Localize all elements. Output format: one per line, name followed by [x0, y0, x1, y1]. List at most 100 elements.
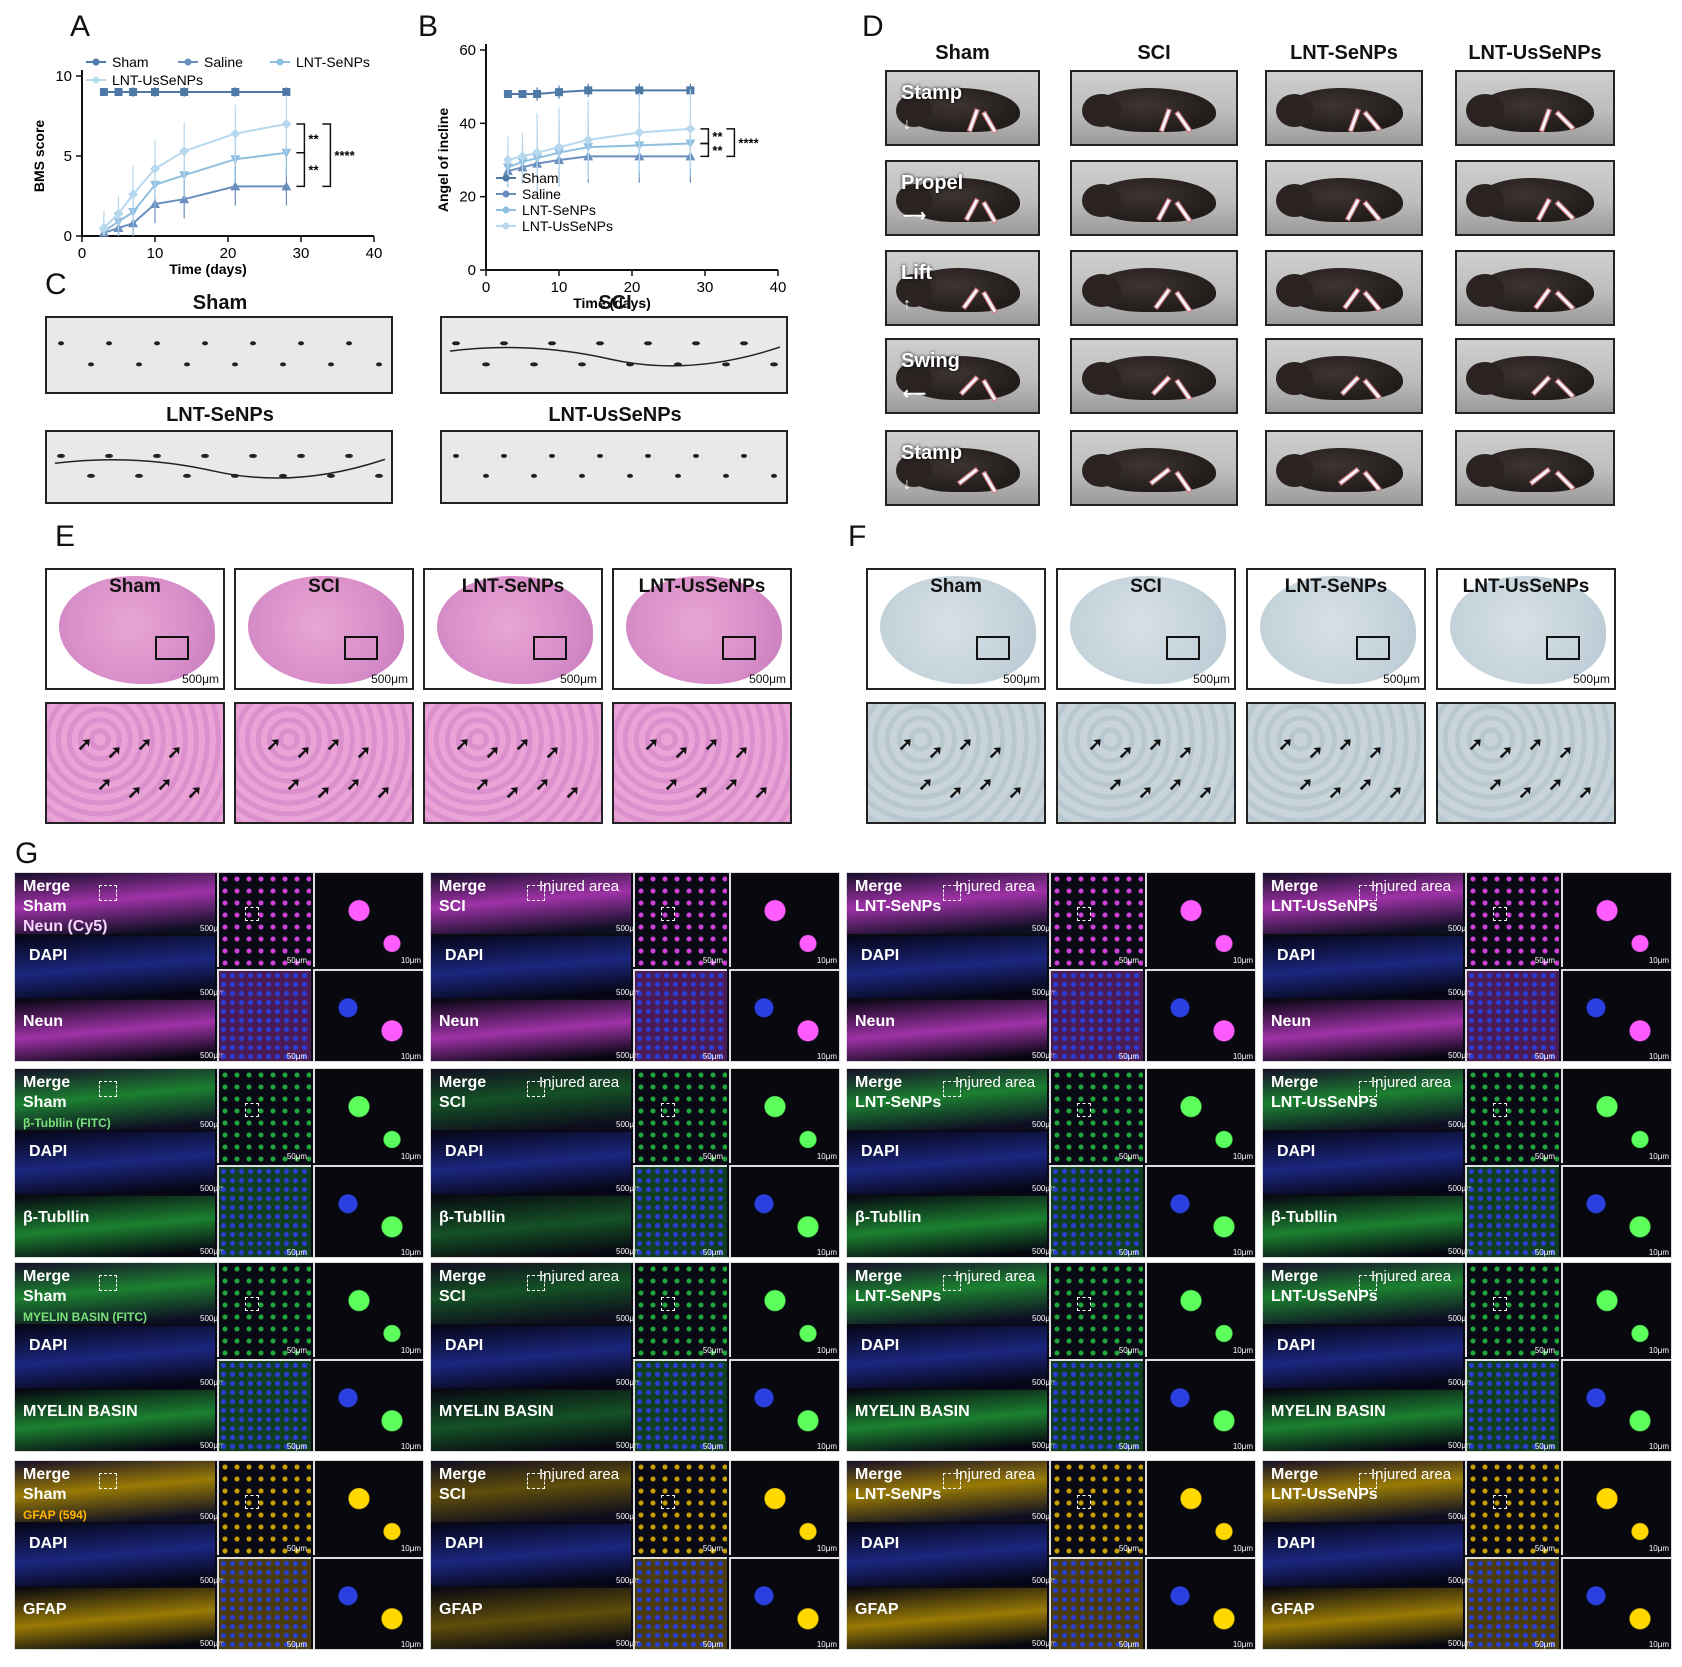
- scale-bar-label: 50μm: [702, 1052, 723, 1061]
- mouse-head: [1466, 93, 1504, 127]
- scale-bar-label: 500μm: [560, 672, 597, 686]
- scale-bar-label: 500μm: [616, 1183, 641, 1193]
- x-axis-label: Time (days): [573, 295, 651, 311]
- group-name: SCI: [439, 898, 466, 915]
- neuron-arrow: ➚: [724, 774, 740, 794]
- neuron-arrow: ➚: [266, 734, 282, 754]
- mouse-head: [896, 183, 933, 217]
- scale-bar-label: 10μm: [816, 1248, 837, 1257]
- scale-bar-label: 10μm: [1648, 956, 1669, 965]
- merge-strip: [1263, 1069, 1463, 1131]
- nissl-section: LNT-SeNPs 500μm: [1246, 568, 1426, 690]
- neuron-arrow: ➚: [928, 742, 944, 762]
- mouse-head: [1276, 93, 1314, 127]
- marker-strip: [431, 1587, 631, 1649]
- data-point: [150, 163, 160, 174]
- gait-frame: [1455, 430, 1615, 506]
- marker-strip: [15, 999, 215, 1061]
- scale-bar-label: 500μm: [1448, 1377, 1473, 1387]
- scale-bar-label: 50μm: [702, 1544, 723, 1553]
- significance-bracket: [726, 128, 736, 158]
- gait-frame: [1070, 430, 1238, 506]
- if-image-block: 500μm 500μm 500μm 50μm 10μm 50μm 10μm Merge LNT-…: [1262, 1460, 1672, 1650]
- nissl-section: SCI 500μm: [1056, 568, 1236, 690]
- dapi-strip: [431, 1132, 631, 1194]
- marker-strip: [847, 1389, 1047, 1451]
- footprint-title-sci: SCI: [598, 292, 632, 314]
- mouse-head: [1276, 183, 1314, 217]
- if-merge-label: Merge LNT-UsSeNPs: [1271, 1267, 1378, 1307]
- zoom-region-box: [661, 1495, 675, 1509]
- if-image-block: 500μm 500μm 500μm 50μm 10μm 50μm 10μm Merge SCI I…: [430, 1460, 840, 1650]
- neuron-arrow: ➚: [918, 774, 934, 794]
- legend-label-saline: Saline: [204, 54, 243, 70]
- data-point: [634, 127, 645, 138]
- footprint-mark: [770, 362, 778, 367]
- x-tick-label: 20: [220, 245, 237, 262]
- zoom-region-box: [1493, 907, 1507, 921]
- zoom-region-box: [1493, 1103, 1507, 1117]
- x-tick-label: 10: [147, 245, 164, 262]
- dapi-strip: [1263, 1524, 1463, 1586]
- merge-text: Merge: [1271, 878, 1319, 895]
- marker-strip: [431, 999, 631, 1061]
- y-tick-label: 40: [459, 115, 476, 132]
- scale-bar-label: 50μm: [1534, 1152, 1555, 1161]
- gait-direction-arrow: ⟶: [903, 208, 926, 225]
- gait-frame: [1455, 70, 1615, 146]
- zoom-region-box: [1359, 1081, 1377, 1097]
- zoom-region-box: [245, 907, 259, 921]
- panel-letter-b: B: [418, 10, 439, 43]
- injured-area-label: Injured area: [539, 1074, 620, 1091]
- panel-letter-e: E: [55, 520, 76, 553]
- scale-bar-label: 10μm: [1232, 1152, 1253, 1161]
- data-point: [583, 134, 594, 145]
- gait-frame: Lift ↑: [885, 250, 1040, 326]
- if-zoom-tile: 10μm: [1145, 1263, 1255, 1357]
- merge-text: Merge: [439, 1466, 487, 1483]
- legend-marker: [276, 58, 284, 66]
- spinal-cord-section: [880, 576, 1036, 684]
- zoom-region-box: [527, 885, 545, 901]
- footprint-mark: [723, 473, 729, 478]
- zoom-region-box: [245, 1297, 259, 1311]
- dapi-strip: [847, 1326, 1047, 1388]
- gait-direction-arrow: ↓: [903, 476, 911, 493]
- if-merge-label: Merge LNT-SeNPs: [855, 1465, 941, 1505]
- merge-text: Merge: [439, 1268, 487, 1285]
- merge-strip: [431, 1069, 631, 1131]
- footprint-mark: [627, 473, 633, 478]
- if-image-block: 500μm 500μm 500μm 50μm 10μm 50μm 10μm Merge SCI I…: [430, 1262, 840, 1452]
- data-point: [230, 128, 241, 139]
- if-zoom-tile: 50μm: [217, 1069, 311, 1163]
- panel-letter-f: F: [848, 520, 867, 553]
- scale-bar-label: 500μm: [1003, 672, 1040, 686]
- if-image-block: 500μm 500μm 500μm 50μm 10μm 50μm 10μm Merge LNT-…: [1262, 1262, 1672, 1452]
- neuron-arrow: ➚: [505, 782, 521, 802]
- merge-text: Merge: [439, 878, 487, 895]
- he-section: SCI 500μm: [234, 568, 414, 690]
- if-zoom-tile: 10μm: [313, 1461, 423, 1555]
- zoom-region-box: [99, 885, 117, 901]
- zoom-region-box: [661, 1103, 675, 1117]
- legend-label-sham: Sham: [112, 54, 149, 70]
- neuron-arrow: ➚: [326, 734, 342, 754]
- if-zoom-tile: 50μm: [217, 1359, 311, 1451]
- if-zoom-tile: 50μm: [633, 1069, 727, 1163]
- scale-bar-label: 500μm: [1448, 1247, 1473, 1256]
- dapi-label: DAPI: [445, 1143, 484, 1161]
- gait-frame: [1265, 70, 1423, 146]
- scale-bar-label: 50μm: [286, 1346, 307, 1355]
- dapi-label: DAPI: [861, 1143, 900, 1161]
- chart-b-angle-incline: 0 10 20 30 40 0 20 40 60 Time (days) Angel of incl…: [435, 42, 786, 311]
- scale-bar-label: 50μm: [702, 1442, 723, 1451]
- neuron-arrow: ➚: [565, 782, 581, 802]
- merge-strip: [1263, 873, 1463, 935]
- if-zoom-tile: 10μm: [1145, 1461, 1255, 1555]
- footprint-mark: [482, 362, 490, 367]
- merge-strip: [15, 1069, 215, 1131]
- if-zoom-tile: 50μm: [1465, 1461, 1559, 1555]
- injured-area-label: Injured area: [539, 1268, 620, 1285]
- neuron-arrow: ➚: [1198, 782, 1214, 802]
- scale-bar-label: 10μm: [1648, 1442, 1669, 1451]
